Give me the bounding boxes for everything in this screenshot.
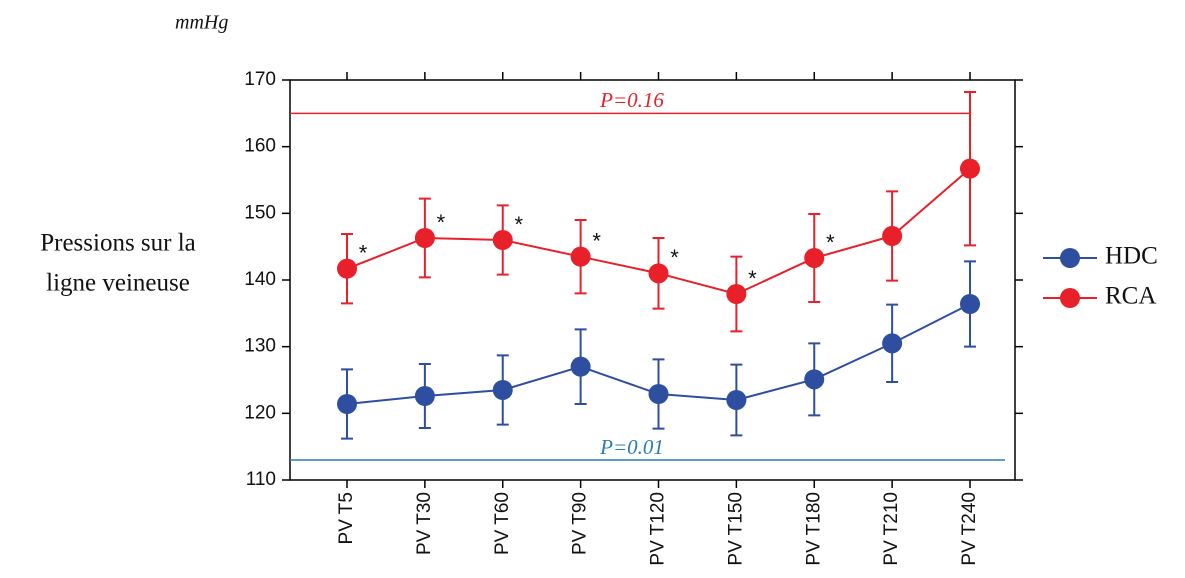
- marker: [414, 228, 435, 248]
- marker: [337, 258, 357, 279]
- legend-marker: [1060, 248, 1080, 268]
- y-tick-label: 130: [244, 336, 276, 357]
- significance-star: *: [359, 240, 368, 265]
- x-tick-label: PV T180: [803, 492, 824, 566]
- significance-star: *: [514, 212, 523, 237]
- x-tick-label: PV T30: [414, 492, 435, 555]
- significance-star: *: [748, 266, 757, 291]
- x-tick-label: PV T240: [959, 492, 980, 566]
- y-tick-label: 140: [244, 269, 276, 290]
- marker: [882, 333, 903, 354]
- marker: [570, 246, 591, 267]
- y-tick-label: 170: [244, 69, 276, 90]
- y-tick-label: 120: [244, 402, 276, 423]
- marker: [648, 384, 669, 404]
- marker: [804, 248, 825, 268]
- x-tick-label: PV T90: [570, 492, 591, 555]
- marker: [648, 263, 669, 284]
- x-tick-label: PV T150: [725, 492, 746, 566]
- marker: [414, 386, 435, 406]
- y-axis-label: ligne veineuse: [46, 270, 190, 297]
- marker: [960, 158, 980, 179]
- x-tick-label: PV T120: [648, 492, 669, 566]
- reference-label: P=0.16: [599, 88, 664, 112]
- marker: [337, 394, 357, 414]
- marker: [570, 356, 591, 377]
- marker: [882, 226, 903, 246]
- y-tick-label: 150: [244, 202, 276, 223]
- marker: [960, 294, 980, 314]
- y-tick-label: 110: [246, 469, 276, 490]
- legend-marker: [1060, 288, 1080, 308]
- significance-star: *: [670, 245, 679, 270]
- x-tick-label: PV T210: [881, 492, 902, 566]
- reference-label: P=0.01: [599, 435, 664, 459]
- y-tick-label: 160: [244, 136, 276, 157]
- unit-label: mmHg: [175, 12, 228, 34]
- marker: [804, 369, 825, 390]
- significance-star: *: [592, 228, 601, 253]
- significance-star: *: [437, 210, 446, 235]
- x-tick-label: PV T60: [492, 492, 513, 555]
- x-tick-label: PV T5: [336, 492, 357, 544]
- marker: [492, 380, 513, 400]
- significance-star: *: [826, 230, 835, 255]
- marker: [492, 230, 513, 250]
- legend-label: HDC: [1105, 243, 1158, 270]
- marker: [726, 390, 747, 410]
- marker: [726, 284, 747, 304]
- y-axis-label: Pressions sur la: [40, 230, 196, 257]
- legend-label: RCA: [1105, 283, 1156, 310]
